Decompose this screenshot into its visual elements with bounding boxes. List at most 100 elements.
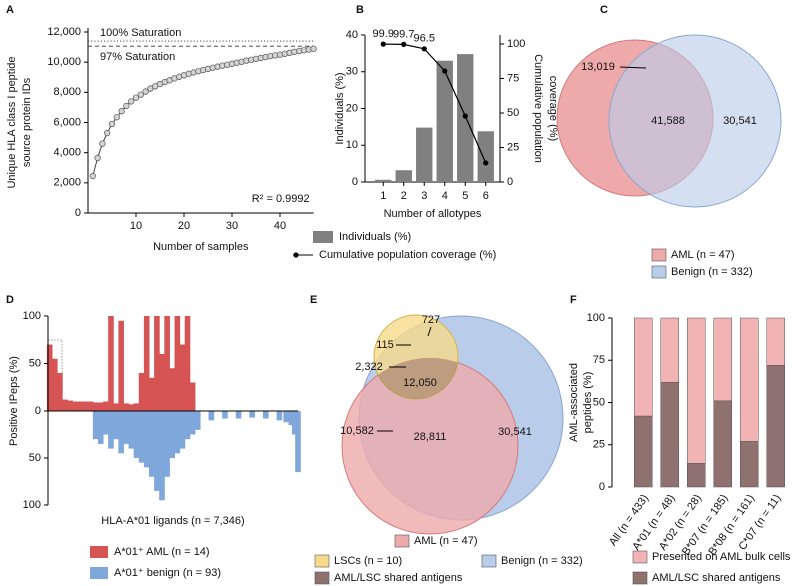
bar	[159, 354, 165, 411]
bar	[92, 411, 99, 440]
bar	[164, 316, 170, 411]
bar	[194, 411, 201, 430]
point	[310, 45, 317, 52]
bar	[295, 411, 301, 473]
bar	[184, 316, 191, 411]
bar	[138, 373, 145, 411]
bar	[291, 411, 298, 435]
region-value: 10,582	[340, 425, 374, 437]
bar-segment	[687, 317, 706, 464]
y2-axis-label: Cumulative population	[532, 54, 544, 163]
bar	[123, 411, 130, 444]
data-label: 96.5	[414, 33, 435, 45]
bar-segment	[713, 317, 732, 402]
bar	[276, 411, 283, 421]
legend-label: Presented on AML bulk cells	[652, 551, 791, 563]
bar	[62, 399, 68, 411]
legend-label: A*01⁺ benign (n = 93)	[114, 567, 221, 579]
bar-segment	[634, 317, 653, 417]
y-tick-label: 0	[75, 207, 81, 219]
bar	[263, 411, 269, 419]
y-axis-label: Unique HLA class I peptide	[6, 56, 18, 188]
y-tick-label: 6,000	[53, 116, 81, 128]
y2-tick-label: 0	[507, 176, 513, 188]
bar	[67, 400, 73, 411]
y-tick-label: 0	[35, 405, 41, 417]
point	[89, 172, 96, 180]
legend-label: AML/LSC shared antigens	[652, 572, 781, 584]
bar-segment	[660, 317, 679, 383]
legend-swatch	[90, 546, 108, 558]
panel-letter: A	[6, 4, 14, 16]
bar-segment	[687, 463, 706, 488]
bar	[113, 403, 119, 411]
data-label: 99.9	[373, 28, 394, 40]
bar	[148, 411, 155, 477]
y-tick-label: 25	[593, 439, 605, 451]
bar	[92, 402, 99, 411]
point	[118, 108, 125, 115]
bar	[57, 373, 63, 411]
region-value: 30,541	[723, 115, 757, 127]
x-tick-label: 3	[421, 190, 427, 202]
bar	[133, 411, 140, 458]
y2-tick-label: 50	[507, 107, 519, 119]
bar	[174, 316, 181, 411]
point	[137, 91, 144, 98]
bar	[118, 320, 124, 411]
legend-label: Cumulative population coverage (%)	[319, 249, 496, 261]
bar	[97, 402, 104, 411]
x-tick-label: 5	[462, 190, 468, 202]
bar	[249, 411, 255, 418]
legend-swatch	[632, 550, 648, 564]
legend-swatch	[394, 534, 410, 548]
point	[128, 98, 135, 105]
y-tick-label: 50	[593, 396, 605, 408]
bar	[395, 170, 412, 182]
region-value: 115	[376, 339, 394, 351]
y-axis-label: peptides (%)	[582, 372, 594, 434]
line-point	[401, 41, 407, 47]
bar	[169, 368, 176, 411]
bar-segment	[634, 415, 653, 488]
y-tick-label: 50	[29, 357, 41, 369]
y-tick-label: 75	[593, 354, 605, 366]
y2-tick-label: 75	[507, 72, 519, 84]
point	[94, 154, 101, 162]
y-tick-label: 0	[352, 176, 358, 188]
bar	[118, 411, 124, 454]
y-tick-label: 100	[23, 310, 41, 322]
venn-set	[608, 34, 782, 208]
y-axis-label: AML-associated	[568, 363, 580, 442]
bar	[72, 401, 79, 411]
y-tick-label: 10	[346, 139, 358, 151]
panel-letter: E	[310, 294, 317, 306]
bar	[164, 411, 170, 477]
bar	[184, 411, 191, 440]
panel-letter: B	[356, 4, 364, 16]
line	[383, 43, 487, 164]
bar	[235, 411, 242, 419]
y-tick-label: 100	[23, 499, 41, 511]
y-tick-label: 40	[346, 29, 358, 41]
legend-swatch	[314, 554, 330, 568]
bar	[113, 411, 119, 440]
bar	[143, 316, 150, 411]
annotation: R² = 0.9992	[252, 193, 310, 205]
legend-swatch	[313, 231, 333, 243]
line-point	[483, 160, 489, 166]
bar	[143, 411, 150, 468]
legend-swatch	[651, 265, 667, 279]
region-value: 41,588	[651, 115, 685, 127]
point	[123, 102, 130, 110]
panel-letter: D	[6, 294, 14, 306]
region-value: 13,019	[581, 61, 615, 73]
x-axis-label: Number of samples	[153, 241, 249, 253]
bar	[82, 401, 89, 411]
bar	[189, 382, 196, 411]
x-tick-label: 2	[401, 190, 407, 202]
legend-label: AML (n = 47)	[414, 535, 477, 547]
bar-segment	[740, 441, 759, 488]
line-point	[380, 41, 386, 47]
y-tick-label: 10,000	[47, 56, 81, 68]
